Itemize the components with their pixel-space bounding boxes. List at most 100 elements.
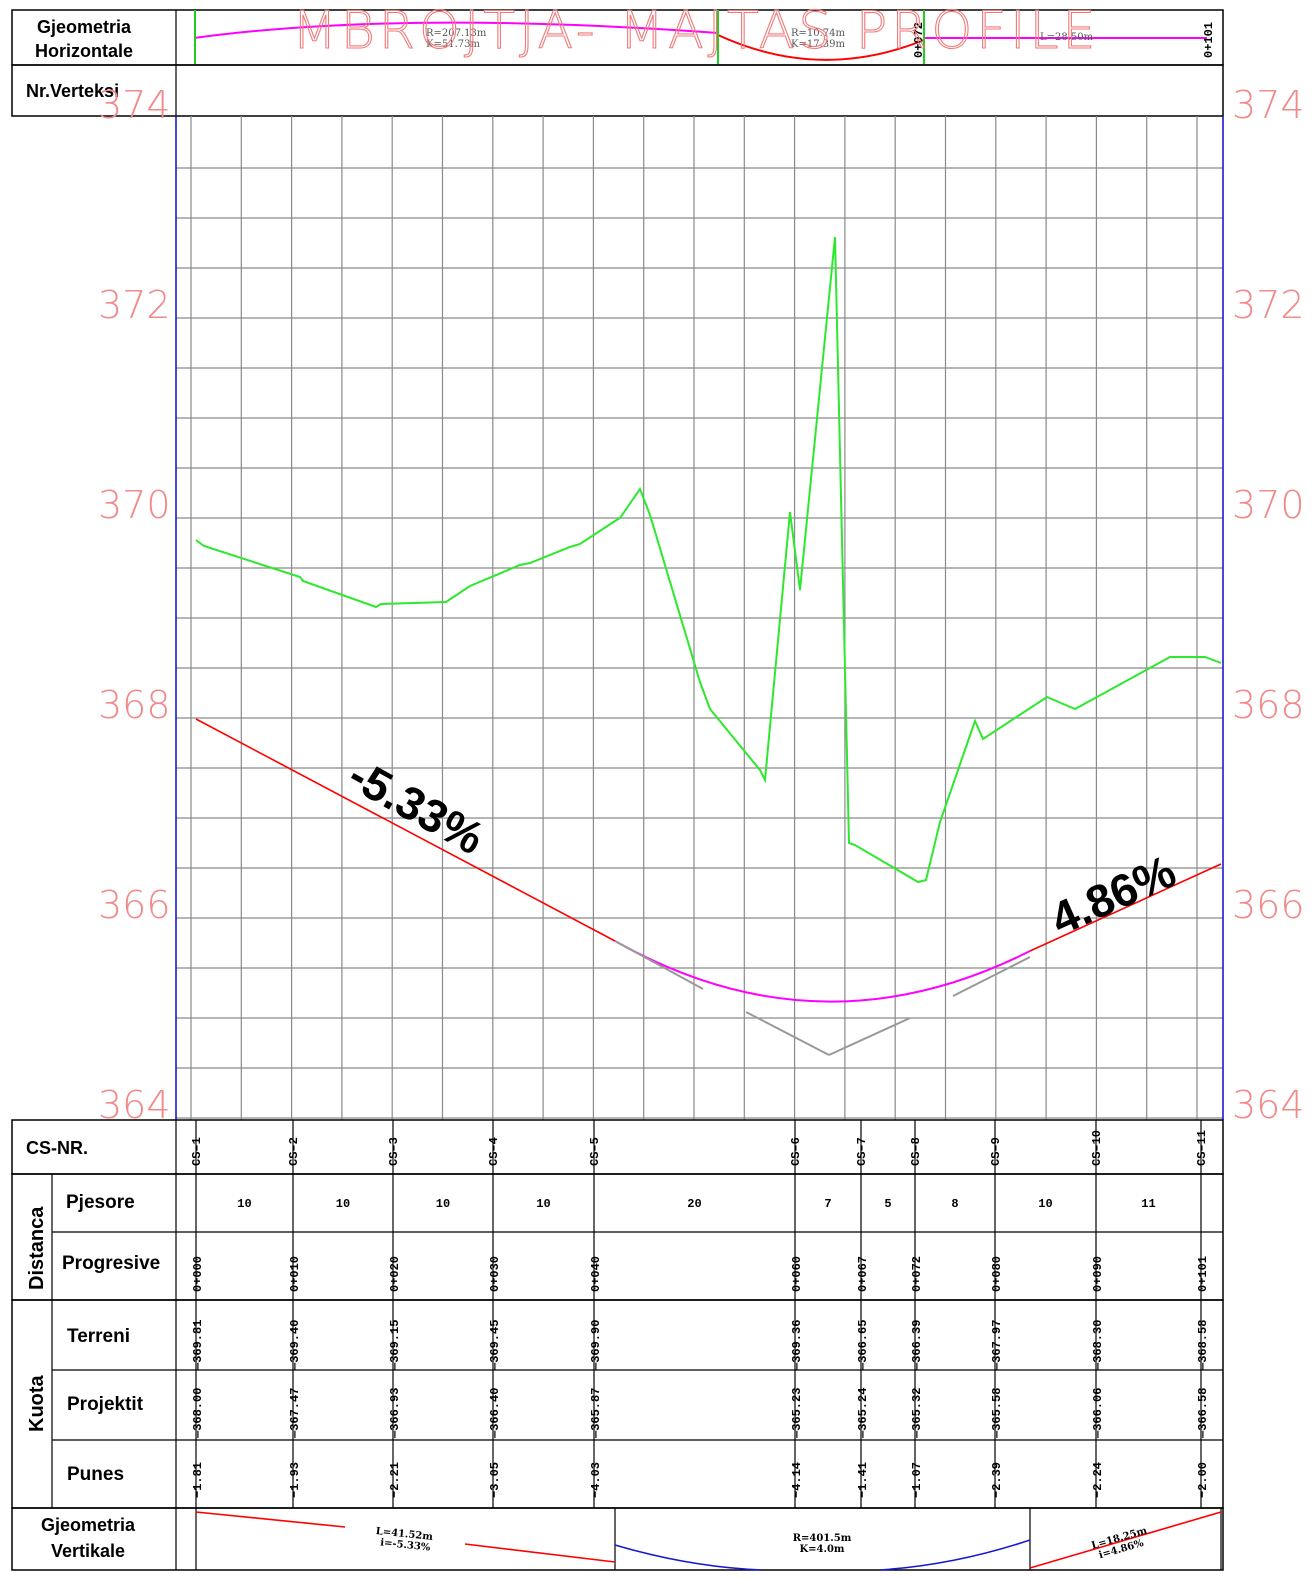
terrain-value: —369.45 (488, 1320, 502, 1371)
partial-distance-value: 10 (336, 1197, 350, 1211)
cs-label: CS–10 (1090, 1130, 1104, 1166)
terrain-value: —367.97 (990, 1320, 1004, 1371)
elev-right-374: 374 (1232, 83, 1305, 127)
horizontal-geometry-band: Gjeometria Horizontale R=207.13m K=51.73… (11, 0, 1224, 66)
station-value: 0+080 (990, 1256, 1004, 1292)
elevation-labels: 374 372 370 368 366 364 374 372 370 368 … (98, 83, 1305, 1127)
grade-left: -5.33% (340, 748, 493, 864)
station-value: 0+101 (1196, 1256, 1210, 1292)
project-value: —366.58 (1196, 1388, 1210, 1439)
work-value: −3.05 (488, 1462, 502, 1498)
partial-distance-value: 10 (536, 1197, 550, 1211)
work-value: −2.39 (990, 1462, 1004, 1498)
cs-label: CS–3 (387, 1137, 401, 1166)
vg-seg1-grade: i=-5.33% (380, 1537, 432, 1553)
station-value: 0+010 (288, 1256, 302, 1292)
elev-left-372: 372 (98, 283, 171, 327)
vertex-band: Nr.Verteksi (11, 64, 1224, 117)
terrain-value: —368.30 (1091, 1320, 1105, 1371)
project-value: —365.32 (910, 1388, 924, 1439)
work-value: −2.00 (1196, 1462, 1210, 1498)
vertical-curve (614, 940, 1031, 1003)
project-grade-line-2 (1029, 863, 1222, 952)
project-value: —367.47 (288, 1388, 302, 1439)
cs-label: CS–2 (287, 1137, 301, 1166)
work-value: −4.03 (589, 1462, 603, 1498)
cs-label: CS–5 (588, 1137, 602, 1166)
punes-label: Punes (67, 1464, 124, 1485)
partial-distance-value: 10 (436, 1197, 450, 1211)
elev-right-372: 372 (1232, 283, 1305, 327)
elev-right-364: 364 (1232, 1083, 1305, 1127)
project-value: —366.93 (388, 1388, 402, 1439)
elev-left-374: 374 (98, 83, 171, 127)
elev-left-366: 366 (98, 883, 171, 927)
work-value: −1.81 (191, 1462, 205, 1498)
curve2-length: K=17.39m (791, 39, 845, 50)
horizontal-curve-1 (193, 21, 719, 39)
pjesore-label: Pjesore (66, 1192, 135, 1213)
project-value: —368.00 (191, 1388, 205, 1439)
work-value: −2.21 (388, 1462, 402, 1498)
vg-seg1-b (464, 1543, 616, 1563)
cs-label: CS–8 (909, 1137, 923, 1166)
terrain-value: —369.36 (790, 1320, 804, 1371)
station-value: 0+040 (589, 1256, 603, 1292)
terrain-value: —369.81 (191, 1320, 205, 1371)
work-value: −4.14 (790, 1462, 804, 1498)
station-value: 0+030 (488, 1256, 502, 1292)
station-072-label: 0+072 (912, 22, 926, 58)
vg-seg2-radius: R=401.5m (793, 1533, 852, 1544)
kuota-label: Kuota (26, 1374, 48, 1432)
station-value: 0+090 (1091, 1256, 1105, 1292)
curve1-length: K=51.73m (426, 39, 480, 50)
curve2-radius: R=10.74m (791, 28, 846, 39)
vg-seg2-curve-b (879, 1539, 1031, 1571)
terrain-value: —369.40 (288, 1320, 302, 1371)
elev-left-368: 368 (98, 683, 171, 727)
elev-left-370: 370 (98, 483, 171, 527)
terreni-label: Terreni (67, 1326, 130, 1347)
cs-label: CS–7 (855, 1137, 869, 1166)
vg-seg2-length: K=4.0m (799, 1544, 844, 1555)
curve1-radius: R=207.13m (426, 28, 487, 39)
partial-distance-value: 10 (1038, 1197, 1052, 1211)
vg-seg3 (1029, 1511, 1222, 1569)
progresive-label: Progresive (62, 1253, 160, 1274)
project-value: —365.24 (856, 1388, 870, 1439)
work-value: −1.93 (288, 1462, 302, 1498)
terrain-value: —366.65 (856, 1320, 870, 1371)
drawing-title: MBROJTJA- MAJTAS PROFILE (292, 1, 1099, 61)
vg-seg2-curve-a (614, 1544, 763, 1571)
vg-seg1-a (195, 1511, 346, 1528)
projektit-label: Projektit (67, 1394, 144, 1415)
project-value: —365.87 (589, 1388, 603, 1439)
station-value: 0+067 (856, 1256, 870, 1292)
tangent-length: L=28.50m (1040, 32, 1094, 43)
project-value: —366.40 (488, 1388, 502, 1439)
cs-nr-label: CS-NR. (26, 1138, 88, 1158)
station-value: 0+060 (790, 1256, 804, 1292)
horizontal-geometry-label-1: Gjeometria (37, 17, 132, 37)
partial-distance-value: 7 (824, 1197, 831, 1211)
horizontal-geometry-label-2: Horizontale (35, 41, 133, 61)
work-value: −1.41 (856, 1462, 870, 1498)
tangent-extensions (614, 940, 1031, 1056)
elev-right-370: 370 (1232, 483, 1305, 527)
cs-label: CS–9 (989, 1137, 1003, 1166)
profile-grid (176, 116, 1223, 1120)
station-value: 0+072 (910, 1256, 924, 1292)
station-101-label: 0+101 (1202, 22, 1216, 58)
elev-right-366: 366 (1232, 883, 1305, 927)
elev-right-368: 368 (1232, 683, 1305, 727)
cs-label: CS–6 (789, 1137, 803, 1166)
partial-distance-value: 20 (687, 1197, 701, 1211)
work-value: −2.24 (1091, 1462, 1105, 1498)
grade-right: 4.86% (1043, 845, 1183, 946)
horizontal-curve-2 (717, 34, 925, 61)
partial-distance-value: 8 (951, 1197, 958, 1211)
station-value: 0+020 (388, 1256, 402, 1292)
vertical-geometry-label-2: Vertikale (51, 1541, 125, 1561)
terrain-value: —366.39 (910, 1320, 924, 1371)
partial-distance-value: 11 (1141, 1197, 1155, 1211)
